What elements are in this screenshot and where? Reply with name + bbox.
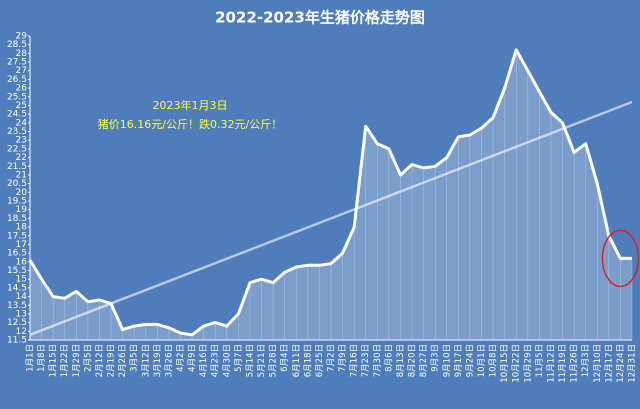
x-tick-label: 2月12日 <box>95 344 105 377</box>
x-tick-label: 1月22日 <box>60 344 70 377</box>
x-tick-label: 6月4日 <box>280 344 290 372</box>
y-tick-label: 17 <box>16 240 27 250</box>
x-tick-label: 5月7日 <box>234 344 244 372</box>
trend-line <box>29 100 633 336</box>
x-tick-label: 9月10日 <box>442 344 452 377</box>
x-tick-label: 1月8日 <box>37 344 47 372</box>
x-tick-label: 5月14日 <box>245 344 255 377</box>
y-tick-label: 12 <box>16 327 27 337</box>
y-tick-label: 26 <box>16 84 28 94</box>
x-tick-label: 2月26日 <box>118 344 128 377</box>
y-tick-label: 15.5 <box>7 266 27 276</box>
x-tick-label: 9月24日 <box>465 344 475 377</box>
chart-title: 2022-2023年生猪价格走势图 <box>215 9 425 27</box>
x-tick-label: 11月19日 <box>558 344 568 383</box>
x-tick-label: 4月30日 <box>222 344 232 377</box>
y-tick-label: 28.5 <box>7 40 27 50</box>
y-tick-label: 22.5 <box>7 144 27 154</box>
x-tick-label: 12月31日 <box>628 344 638 383</box>
x-tick-label: 5月28日 <box>269 344 279 377</box>
x-tick-label: 8月6日 <box>384 344 394 372</box>
x-tick-label: 11月26日 <box>570 344 580 383</box>
y-tick-label: 13 <box>16 309 27 319</box>
x-tick-label: 8月20日 <box>408 344 418 377</box>
y-tick-label: 17.5 <box>7 231 27 241</box>
y-tick-label: 26.5 <box>7 75 27 85</box>
x-tick-label: 4月2日 <box>176 344 186 372</box>
y-tick-label: 25.5 <box>7 92 27 102</box>
y-tick-label: 23.5 <box>7 127 27 137</box>
x-tick-label: 7月16日 <box>350 344 360 377</box>
x-tick-label: 7月23日 <box>361 344 371 377</box>
x-tick-label: 1月1日 <box>26 344 36 372</box>
x-tick-label: 2月19日 <box>107 344 117 377</box>
y-tick-label: 23 <box>16 136 27 146</box>
x-tick-label: 10月22日 <box>512 344 522 383</box>
x-tick-label: 7月9日 <box>338 344 348 372</box>
y-tick-label: 14.5 <box>7 283 27 293</box>
annotation: 猪价16.16元/公斤！跌0.32元/公斤！ <box>98 117 282 131</box>
x-tick-label: 1月29日 <box>72 344 82 377</box>
y-tick-label: 18 <box>16 223 28 233</box>
y-tick-label: 21.5 <box>7 162 27 172</box>
y-tick-label: 15 <box>16 275 27 285</box>
y-tick-label: 20.5 <box>7 179 27 189</box>
y-tick-label: 27 <box>16 66 27 76</box>
y-tick-label: 24 <box>16 118 28 128</box>
x-tick-label: 1月15日 <box>49 344 59 377</box>
x-tick-label: 12月24日 <box>616 344 626 383</box>
x-tick-label: 8月13日 <box>396 344 406 377</box>
y-tick-label: 28 <box>16 49 28 59</box>
highlight-circle <box>601 229 640 288</box>
x-tick-label: 3月12日 <box>141 344 151 377</box>
y-tick-label: 21 <box>16 170 27 180</box>
y-tick-label: 18.5 <box>7 214 27 224</box>
y-tick-label: 13.5 <box>7 301 27 311</box>
x-tick-label: 6月25日 <box>315 344 325 377</box>
x-tick-label: 9月17日 <box>454 344 464 377</box>
y-tick-label: 16 <box>16 257 28 267</box>
annotation: 2023年1月3日 <box>153 98 228 112</box>
x-tick-label: 10月8日 <box>489 344 499 377</box>
x-tick-label: 4月9日 <box>188 344 198 372</box>
x-tick-label: 6月18日 <box>303 344 313 377</box>
x-tick-label: 4月16日 <box>199 344 209 377</box>
x-tick-label: 10月1日 <box>477 344 487 377</box>
x-tick-label: 11月12日 <box>546 344 556 383</box>
y-tick-label: 22 <box>16 153 27 163</box>
line <box>28 48 632 337</box>
x-tick-label: 5月21日 <box>257 344 267 377</box>
y-tick-label: 27.5 <box>7 58 27 68</box>
y-tick-label: 29 <box>16 32 28 42</box>
x-tick-label: 11月5日 <box>535 344 545 377</box>
x-tick-label: 7月2日 <box>327 344 337 372</box>
y-tick-label: 14 <box>16 292 28 302</box>
y-tick-label: 24.5 <box>7 110 27 120</box>
x-tick-label: 3月19日 <box>153 344 163 377</box>
y-tick-label: 16.5 <box>7 249 27 259</box>
x-tick-label: 9月3日 <box>431 344 441 372</box>
x-tick-label: 12月17日 <box>604 344 614 383</box>
y-tick-label: 11.5 <box>7 336 27 346</box>
x-tick-label: 3月26日 <box>164 344 174 377</box>
x-tick-label: 4月23日 <box>211 344 221 377</box>
y-tick-label: 19 <box>16 205 28 215</box>
y-tick-label: 25 <box>16 101 27 111</box>
x-tick-label: 10月29日 <box>523 344 533 383</box>
x-tick-label: 2月5日 <box>83 344 93 372</box>
area <box>30 49 632 341</box>
y-tick-label: 12.5 <box>7 318 27 328</box>
x-tick-label: 10月15日 <box>500 344 510 383</box>
y-tick-label: 19.5 <box>7 197 27 207</box>
x-tick-label: 12月3日 <box>581 344 591 377</box>
x-tick-label: 8月27日 <box>419 344 429 377</box>
x-tick-label: 12月10日 <box>593 344 603 383</box>
x-tick-label: 3月5日 <box>130 344 140 372</box>
x-tick-label: 6月11日 <box>292 344 302 377</box>
y-tick-label: 20 <box>16 188 28 198</box>
x-tick-label: 7月30日 <box>373 344 383 377</box>
